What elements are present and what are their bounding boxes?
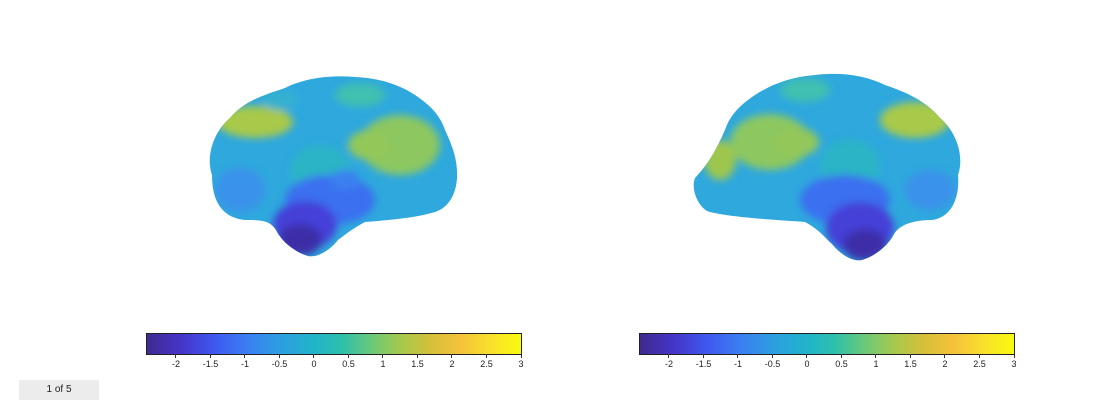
colorbar-tick xyxy=(944,354,946,358)
colorbar-tick xyxy=(416,354,418,358)
colorbar-tick-label: 2 xyxy=(942,359,948,369)
colorbar-tick xyxy=(668,354,670,358)
colorbar-tick-label: -1 xyxy=(733,359,742,369)
left-colorbar-gradient xyxy=(146,333,522,355)
colorbar-tick-label: 2 xyxy=(449,359,455,369)
colorbar-tick xyxy=(909,354,911,358)
colorbar-tick-label: -0.5 xyxy=(764,359,781,369)
left-hemisphere-surface xyxy=(209,76,458,257)
right-hemisphere-surface xyxy=(693,73,961,261)
colorbar-tick xyxy=(875,354,877,358)
colorbar-tick-label: 0.5 xyxy=(835,359,848,369)
colorbar-tick xyxy=(1013,354,1015,358)
colorbar-tick-label: 1.5 xyxy=(904,359,917,369)
colorbar-tick xyxy=(485,354,487,358)
right-brain-panel: -2 -1.5 -1 -0.5 0 0.5 1 1.5 2 2.5 3 xyxy=(560,0,1120,420)
colorbar-tick-label: -0.5 xyxy=(271,359,288,369)
right-colorbar: -2 -1.5 -1 -0.5 0 0.5 1 1.5 2 2.5 3 xyxy=(639,333,1017,369)
colorbar-tick-label: -2 xyxy=(171,359,180,369)
colorbar-tick-label: -2 xyxy=(664,359,673,369)
colorbar-tick xyxy=(244,354,246,358)
colorbar-tick xyxy=(806,354,808,358)
colorbar-tick xyxy=(382,354,384,358)
colorbar-tick-label: 3 xyxy=(1011,359,1017,369)
colorbar-tick xyxy=(702,354,704,358)
colorbar-tick xyxy=(737,354,739,358)
colorbar-tick xyxy=(451,354,453,358)
colorbar-tick xyxy=(771,354,773,358)
colorbar-tick-label: 3 xyxy=(518,359,524,369)
colorbar-tick xyxy=(978,354,980,358)
colorbar-tick xyxy=(278,354,280,358)
left-colorbar: -2 -1.5 -1 -0.5 0 0.5 1 1.5 2 2.5 3 xyxy=(146,333,524,369)
colorbar-tick-label: -1 xyxy=(240,359,249,369)
colorbar-tick xyxy=(840,354,842,358)
colorbar-tick-label: 1 xyxy=(380,359,386,369)
colorbar-tick xyxy=(347,354,349,358)
colorbar-tick xyxy=(209,354,211,358)
colorbar-tick-label: 0 xyxy=(804,359,810,369)
colorbar-tick-label: -1.5 xyxy=(202,359,219,369)
colorbar-tick-label: 0.5 xyxy=(342,359,355,369)
colorbar-tick xyxy=(313,354,315,358)
colorbar-tick-label: 2.5 xyxy=(973,359,986,369)
left-brain-panel: -2 -1.5 -1 -0.5 0 0.5 1 1.5 2 2.5 3 xyxy=(146,76,524,369)
right-colorbar-gradient xyxy=(639,333,1015,355)
colorbar-tick-label: 1.5 xyxy=(411,359,424,369)
colorbar-tick-label: 1 xyxy=(873,359,879,369)
colorbar-tick xyxy=(175,354,177,358)
colorbar-tick-label: 2.5 xyxy=(480,359,493,369)
colorbar-tick-label: 0 xyxy=(311,359,317,369)
colorbar-tick xyxy=(520,354,522,358)
page-indicator: 1 of 5 xyxy=(19,380,99,400)
colorbar-tick-label: -1.5 xyxy=(695,359,712,369)
